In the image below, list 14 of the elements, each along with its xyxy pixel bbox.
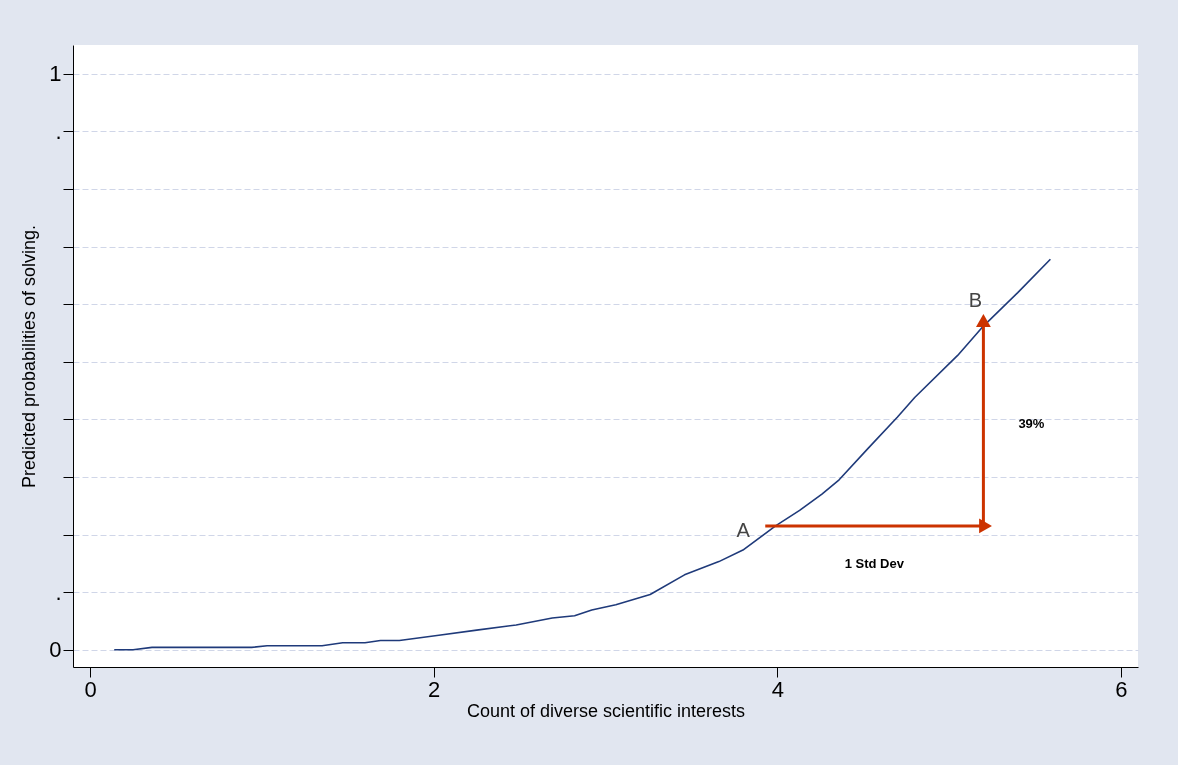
y-tick-label: 1 [49,61,62,87]
x-tick-label: 6 [1115,676,1128,702]
annotation: B [968,288,983,311]
y-axis-title: Predicted probabilities of solving. [19,224,40,489]
x-tick-label: 0 [84,676,97,702]
x-tick-label: 4 [771,676,784,702]
y-tick-label: 0 [49,637,62,663]
annotation: 39% [1018,416,1045,432]
annotation: A [736,518,751,541]
annotation: 1 Std Dev [844,555,905,571]
y-tick-label: . [55,579,62,605]
x-tick-label: 2 [428,676,441,702]
x-axis-title: Count of diverse scientific interests [466,700,746,721]
y-tick-label: . [55,118,62,144]
